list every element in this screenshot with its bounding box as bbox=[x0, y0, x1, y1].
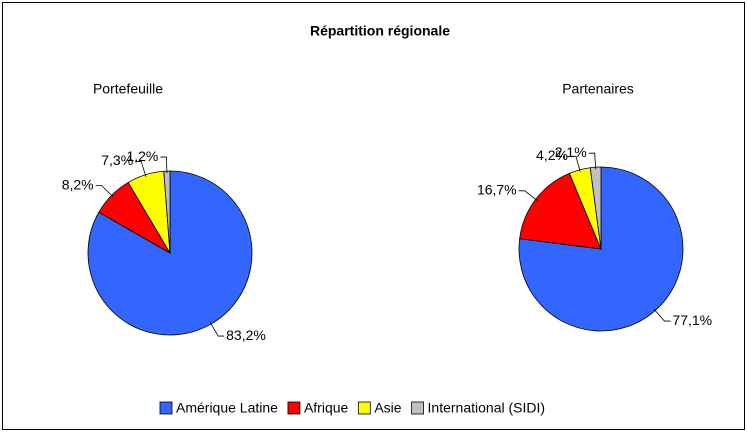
legend-swatch bbox=[287, 401, 301, 415]
leader-line bbox=[569, 155, 581, 172]
leader-line bbox=[135, 161, 147, 177]
pie-title: Portefeuille bbox=[93, 81, 163, 97]
legend-swatch bbox=[357, 401, 371, 415]
chart-title: Répartition régionale bbox=[310, 23, 450, 39]
data-label: 8,2% bbox=[62, 176, 94, 192]
data-label: 2,1% bbox=[555, 144, 587, 160]
leader-line bbox=[518, 190, 538, 201]
data-label: 1,2% bbox=[126, 148, 158, 164]
data-label: 77,1% bbox=[672, 312, 712, 328]
legend-label: Amérique Latine bbox=[176, 400, 278, 416]
pie-title: Partenaires bbox=[562, 81, 634, 97]
data-label: 16,7% bbox=[477, 182, 517, 198]
legend-swatch bbox=[159, 401, 173, 415]
leader-line bbox=[209, 322, 225, 337]
data-label: 4,2% bbox=[536, 147, 568, 163]
data-label: 83,2% bbox=[226, 327, 266, 343]
leader-line bbox=[653, 308, 671, 322]
legend-label: Afrique bbox=[304, 400, 349, 416]
leader-line bbox=[588, 152, 597, 170]
legend-label: International (SIDI) bbox=[428, 400, 546, 416]
leader-line bbox=[95, 185, 114, 198]
data-label: 7,3% bbox=[101, 152, 133, 168]
legend-swatch bbox=[411, 401, 424, 415]
legend-label: Asie bbox=[374, 400, 401, 416]
leader-line bbox=[160, 156, 168, 174]
